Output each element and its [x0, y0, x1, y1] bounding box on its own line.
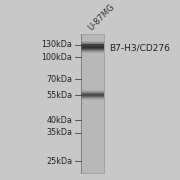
Bar: [81, 95, 104, 96]
Bar: [81, 44, 104, 45]
Bar: [81, 46, 104, 47]
Bar: [81, 90, 104, 91]
Bar: [81, 49, 104, 50]
Bar: [81, 91, 104, 92]
Bar: [81, 47, 104, 48]
Bar: [81, 52, 104, 53]
Text: 40kDa: 40kDa: [46, 116, 72, 125]
Bar: [81, 43, 104, 44]
Bar: [81, 93, 104, 94]
Text: 70kDa: 70kDa: [46, 75, 72, 84]
Bar: [81, 97, 104, 98]
Text: 55kDa: 55kDa: [46, 91, 72, 100]
Bar: [81, 45, 104, 46]
Bar: [81, 51, 104, 52]
Text: 25kDa: 25kDa: [46, 157, 72, 166]
Bar: [81, 99, 104, 100]
Text: U-87MG: U-87MG: [87, 2, 117, 32]
Bar: [81, 98, 104, 99]
Bar: [81, 42, 104, 43]
Bar: [81, 94, 104, 95]
Text: 100kDa: 100kDa: [41, 53, 72, 62]
Bar: [81, 50, 104, 51]
Bar: [81, 94, 104, 95]
Text: B7-H3/CD276: B7-H3/CD276: [109, 43, 170, 52]
Bar: [81, 96, 104, 97]
Text: 130kDa: 130kDa: [41, 40, 72, 49]
Bar: [81, 92, 104, 93]
Bar: [81, 47, 104, 48]
Text: 35kDa: 35kDa: [46, 128, 72, 137]
Bar: [81, 48, 104, 49]
Bar: [81, 34, 104, 173]
Bar: [81, 41, 104, 42]
